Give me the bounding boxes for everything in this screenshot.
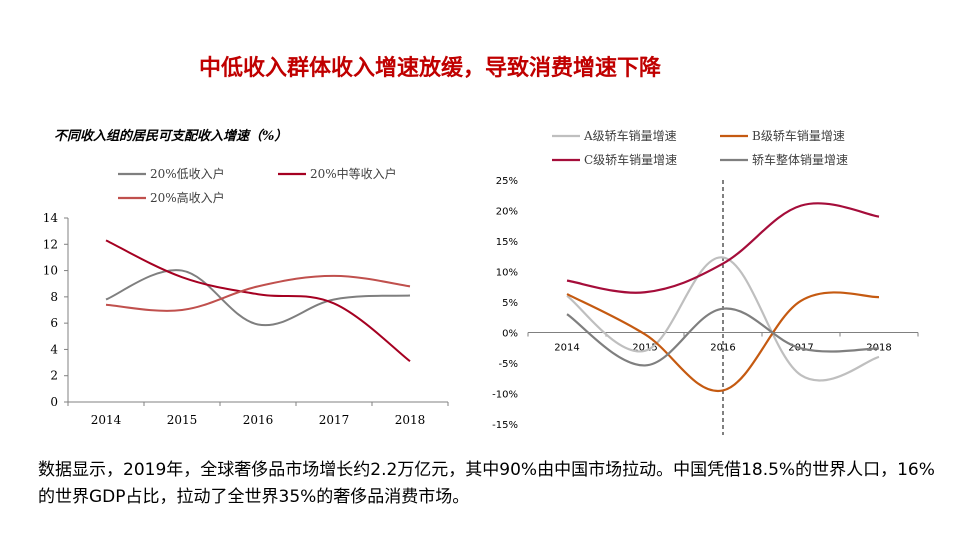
- series-line: [105, 239, 411, 363]
- chart-legend: A级轿车销量增速 B级轿车销量增速 C级轿车销量增速 轿车整体销量增速: [552, 128, 848, 167]
- legend-label: B级轿车销量增速: [752, 128, 845, 143]
- series-line: [566, 202, 880, 294]
- y-tick-label: 25%: [496, 176, 518, 187]
- legend-label: 20%中等收入户: [310, 166, 397, 181]
- legend-label: 轿车整体销量增速: [752, 152, 848, 167]
- y-tick-label: 8: [50, 290, 58, 304]
- sedan-sales-growth-chart: A级轿车销量增速 B级轿车销量增速 C级轿车销量增速 轿车整体销量增速 25% 20% 1…: [492, 128, 919, 435]
- x-tick-label: 2015: [632, 343, 657, 354]
- income-growth-chart: 不同收入组的居民可支配收入增速（%） 20%低收入户 20%中等收入户 20%高收入…: [43, 128, 449, 427]
- chart-series: [105, 239, 411, 363]
- y-tick-label: 20%: [496, 207, 518, 218]
- y-tick-label: 14: [43, 211, 59, 225]
- y-tick-label: 2: [50, 369, 58, 383]
- series-line: [105, 274, 411, 312]
- body-text: 数据显示，2019年，全球奢侈品市场增长约2.2万亿元，其中90%由中国市场拉动…: [38, 460, 935, 507]
- y-tick-label: 6: [50, 316, 58, 330]
- x-tick-label: 2015: [167, 413, 198, 427]
- y-tick-label: 12: [43, 237, 58, 251]
- y-tick-label: 10: [43, 264, 58, 278]
- series-line: [105, 269, 411, 327]
- y-tick-label: 10%: [496, 268, 518, 279]
- chart-title: 不同收入组的居民可支配收入增速（%）: [54, 128, 287, 144]
- series-line: [566, 307, 880, 367]
- chart-legend: 20%低收入户 20%中等收入户 20%高收入户: [118, 166, 397, 205]
- slide-title: 中低收入群体收入增速放缓，导致消费增速下降: [198, 56, 661, 81]
- chart-series: [566, 202, 880, 392]
- y-tick-label: 4: [50, 342, 58, 356]
- x-tick-label: 2017: [319, 413, 350, 427]
- y-tick-label: 0%: [502, 329, 518, 340]
- series-line: [566, 291, 880, 392]
- legend-label: C级轿车销量增速: [584, 152, 677, 167]
- legend-label: A级轿车销量增速: [583, 128, 677, 143]
- y-tick-label: 0: [50, 395, 58, 409]
- x-tick-label: 2014: [554, 343, 579, 354]
- y-tick-label: -5%: [499, 359, 518, 370]
- x-tick-label: 2014: [91, 413, 122, 427]
- y-tick-label: -10%: [492, 390, 518, 401]
- chart-axes: 25%20%15%10%5%0%-5%-10%-15%2014 2015 2016 2…: [492, 176, 919, 435]
- legend-label: 20%高收入户: [150, 190, 225, 205]
- legend-label: 20%低收入户: [150, 166, 225, 181]
- series-line: [566, 256, 880, 382]
- x-tick-label: 2018: [395, 413, 426, 427]
- x-tick-label: 2016: [243, 413, 274, 427]
- y-tick-label: -15%: [492, 420, 518, 431]
- chart-axes: 0 2 4 6 8 10 12 14 2014 2015 2016 2017 2018: [43, 211, 449, 427]
- y-tick-label: 5%: [502, 298, 518, 309]
- y-tick-label: 15%: [496, 237, 518, 248]
